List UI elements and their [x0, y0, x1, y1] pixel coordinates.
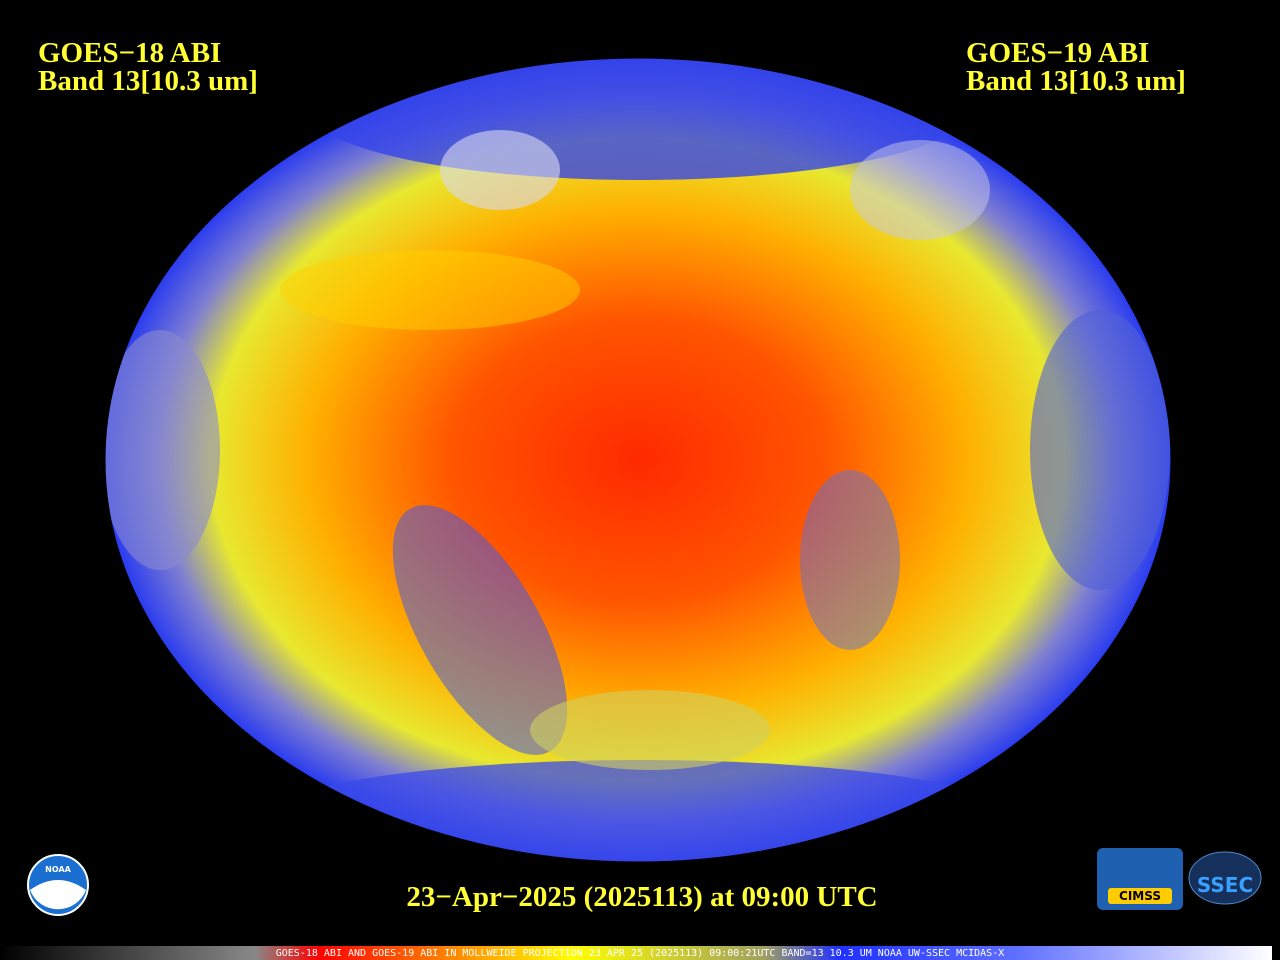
cimss-logo: CIMSS: [1097, 848, 1183, 910]
right-band: Band 13[10.3 um]: [966, 65, 1186, 97]
left-satellite: GOES−18 ABI: [38, 37, 221, 69]
caption: GOES-18 ABI AND GOES-19 ABI IN MOLLWEIDE…: [276, 948, 1004, 959]
ssec-logo: SSEC: [1188, 851, 1262, 905]
left-band: Band 13[10.3 um]: [38, 65, 258, 97]
cimss-label: CIMSS: [1119, 889, 1161, 903]
noaa-label: NOAA: [45, 865, 71, 874]
color-bar: [0, 946, 1272, 960]
ssec-label: SSEC: [1197, 873, 1253, 897]
right-satellite: GOES−19 ABI: [966, 37, 1149, 69]
timestamp: 23−Apr−2025 (2025113) at 09:00 UTC: [406, 881, 877, 913]
noaa-logo: NOAA: [27, 854, 89, 916]
